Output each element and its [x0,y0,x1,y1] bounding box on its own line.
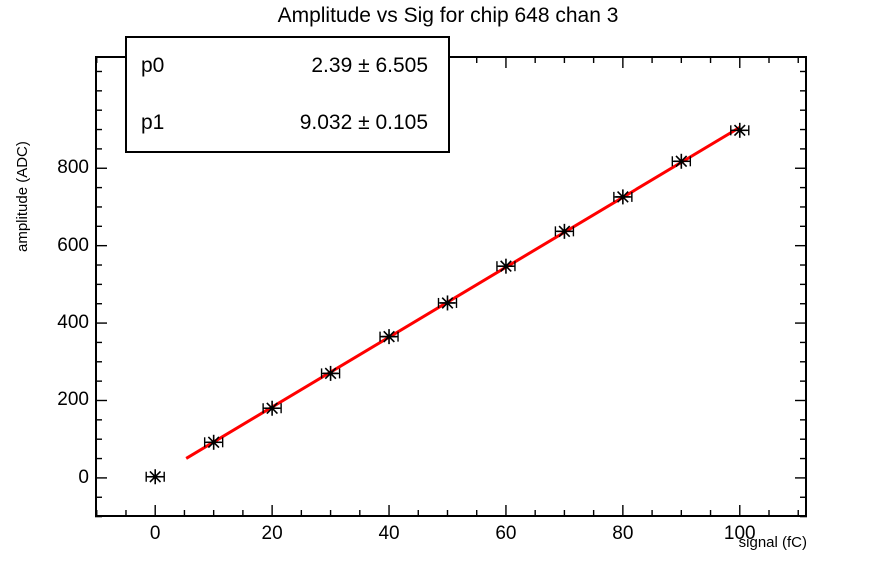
y-tick-label: 0 [78,466,89,488]
data-point-marker [320,365,341,381]
data-point-marker [671,153,692,169]
x-tick-label: 80 [612,523,634,544]
data-points [145,122,750,485]
data-point-marker [437,295,458,311]
fit-param-name: p0 [141,54,165,78]
x-tick-label: 0 [149,523,161,544]
fit-parameter-box: p0 2.39 ± 6.505 p1 9.032 ± 0.105 [125,36,450,153]
fit-param-value: 9.032 ± 0.105 [299,110,428,134]
y-tick-label: 200 [57,389,89,411]
y-tick-label: 400 [57,312,89,334]
data-point-marker [203,434,224,450]
plot-frame [95,56,807,517]
x-tick-label: 100 [723,523,756,544]
data-point-marker [554,223,575,239]
fit-row-p1: p1 9.032 ± 0.105 [127,95,448,152]
data-point-marker [730,122,750,138]
fit-row-p0: p0 2.39 ± 6.505 [127,38,448,95]
y-axis-title: amplitude (ADC) [14,141,31,252]
data-point-marker [145,469,165,485]
x-tick-label: 20 [261,523,283,544]
fit-line [185,126,741,460]
data-point-marker [613,189,633,205]
x-axis-title: signal (fC) [738,534,807,551]
x-tick-label: 60 [495,523,517,544]
chart-title: Amplitude vs Sig for chip 648 chan 3 [277,4,619,27]
fit-param-value: 2.39 ± 6.505 [311,54,428,78]
x-tick-label: 40 [378,523,400,544]
y-tick-label: 600 [57,234,89,256]
y-tick-label: 800 [57,157,89,179]
data-point-marker [262,400,282,416]
data-point-marker [379,329,399,345]
data-point-marker [496,258,516,274]
fit-param-name: p1 [141,110,165,134]
